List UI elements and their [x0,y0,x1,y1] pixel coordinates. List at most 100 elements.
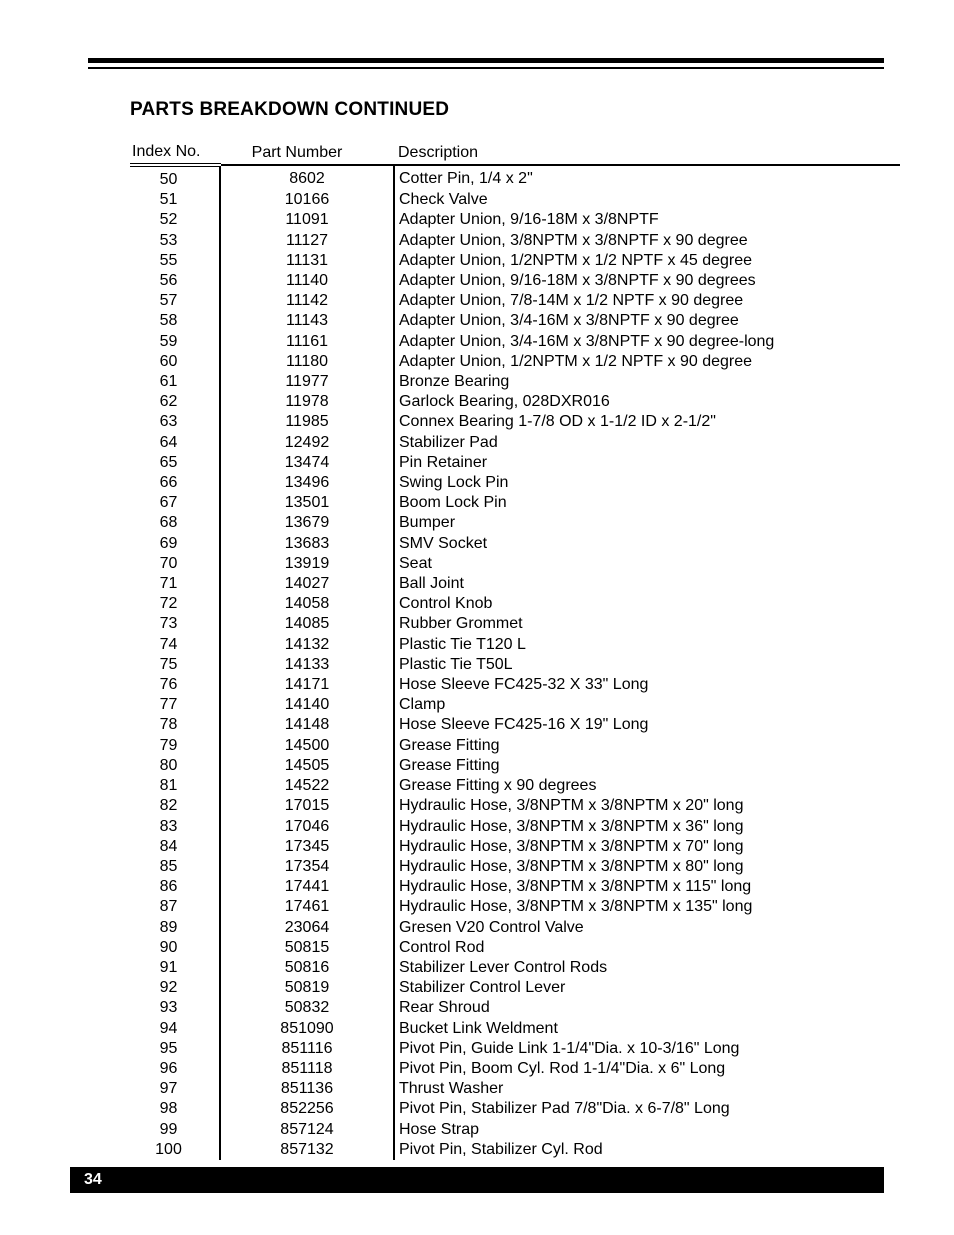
cell-description: Hydraulic Hose, 3/8NPTM x 3/8NPTM x 115"… [394,877,900,897]
cell-index: 60 [130,352,220,372]
cell-description: Swing Lock Pin [394,473,900,493]
table-row: 7114027Ball Joint [130,574,900,594]
table-row: 7714140Clamp [130,695,900,715]
cell-index: 100 [130,1140,220,1160]
cell-index: 73 [130,614,220,634]
cell-description: Pivot Pin, Boom Cyl. Rod 1-1/4"Dia. x 6"… [394,1059,900,1079]
table-row: 97851136Thrust Washer [130,1079,900,1099]
table-row: 5211091Adapter Union, 9/16-18M x 3/8NPTF [130,210,900,230]
table-row: 7914500Grease Fitting [130,736,900,756]
cell-description: Hydraulic Hose, 3/8NPTM x 3/8NPTM x 20" … [394,796,900,816]
cell-description: Gresen V20 Control Valve [394,918,900,938]
cell-description: Pin Retainer [394,453,900,473]
cell-index: 69 [130,534,220,554]
cell-index: 95 [130,1039,220,1059]
cell-part-number: 13679 [220,513,394,533]
cell-index: 86 [130,877,220,897]
cell-part-number: 851090 [220,1019,394,1039]
table-row: 6613496Swing Lock Pin [130,473,900,493]
cell-description: Hose Sleeve FC425-16 X 19" Long [394,715,900,735]
table-row: 5611140Adapter Union, 9/16-18M x 3/8NPTF… [130,271,900,291]
cell-description: Bucket Link Weldment [394,1019,900,1039]
table-row: 9250819Stabilizer Control Lever [130,978,900,998]
cell-part-number: 14058 [220,594,394,614]
cell-index: 97 [130,1079,220,1099]
cell-part-number: 17015 [220,796,394,816]
cell-description: SMV Socket [394,534,900,554]
top-rule-thick [88,58,884,63]
cell-index: 51 [130,190,220,210]
cell-index: 59 [130,332,220,352]
cell-index: 90 [130,938,220,958]
cell-index: 61 [130,372,220,392]
cell-description: Grease Fitting [394,736,900,756]
cell-description: Grease Fitting x 90 degrees [394,776,900,796]
table-row: 8317046Hydraulic Hose, 3/8NPTM x 3/8NPTM… [130,817,900,837]
cell-part-number: 14148 [220,715,394,735]
cell-index: 91 [130,958,220,978]
cell-description: Adapter Union, 3/4-16M x 3/8NPTF x 90 de… [394,311,900,331]
cell-part-number: 13496 [220,473,394,493]
cell-part-number: 11977 [220,372,394,392]
cell-description: Adapter Union, 7/8-14M x 1/2 NPTF x 90 d… [394,291,900,311]
cell-index: 75 [130,655,220,675]
cell-index: 55 [130,251,220,271]
cell-index: 93 [130,998,220,1018]
cell-description: Hose Sleeve FC425-32 X 33" Long [394,675,900,695]
table-row: 7514133Plastic Tie T50L [130,655,900,675]
table-row: 8617441Hydraulic Hose, 3/8NPTM x 3/8NPTM… [130,877,900,897]
cell-index: 89 [130,918,220,938]
cell-index: 67 [130,493,220,513]
table-row: 9050815Control Rod [130,938,900,958]
cell-description: Seat [394,554,900,574]
cell-description: Grease Fitting [394,756,900,776]
cell-part-number: 23064 [220,918,394,938]
table-row: 6111977Bronze Bearing [130,372,900,392]
cell-part-number: 17461 [220,897,394,917]
cell-description: Adapter Union, 3/4-16M x 3/8NPTF x 90 de… [394,332,900,352]
table-row: 96851118Pivot Pin, Boom Cyl. Rod 1-1/4"D… [130,1059,900,1079]
col-header-desc: Description [394,143,900,165]
cell-index: 53 [130,231,220,251]
table-row: 7414132Plastic Tie T120 L [130,635,900,655]
cell-part-number: 857132 [220,1140,394,1160]
cell-description: Pivot Pin, Guide Link 1-1/4"Dia. x 10-3/… [394,1039,900,1059]
cell-description: Control Knob [394,594,900,614]
cell-index: 65 [130,453,220,473]
cell-description: Ball Joint [394,574,900,594]
cell-description: Control Rod [394,938,900,958]
table-row: 5311127Adapter Union, 3/8NPTM x 3/8NPTF … [130,231,900,251]
page-heading: PARTS BREAKDOWN CONTINUED [130,99,884,121]
cell-part-number: 10166 [220,190,394,210]
cell-part-number: 50832 [220,998,394,1018]
cell-part-number: 857124 [220,1120,394,1140]
cell-description: Adapter Union, 1/2NPTM x 1/2 NPTF x 90 d… [394,352,900,372]
col-header-index: Index No. [130,143,220,165]
cell-index: 84 [130,837,220,857]
table-row: 9350832Rear Shroud [130,998,900,1018]
cell-description: Stabilizer Control Lever [394,978,900,998]
cell-part-number: 50816 [220,958,394,978]
cell-part-number: 11161 [220,332,394,352]
cell-index: 50 [130,165,220,190]
cell-part-number: 851118 [220,1059,394,1079]
cell-description: Adapter Union, 3/8NPTM x 3/8NPTF x 90 de… [394,231,900,251]
cell-description: Hydraulic Hose, 3/8NPTM x 3/8NPTM x 80" … [394,857,900,877]
table-row: 8114522Grease Fitting x 90 degrees [130,776,900,796]
table-row: 7214058Control Knob [130,594,900,614]
cell-index: 71 [130,574,220,594]
cell-part-number: 11140 [220,271,394,291]
cell-description: Adapter Union, 1/2NPTM x 1/2 NPTF x 45 d… [394,251,900,271]
cell-description: Hydraulic Hose, 3/8NPTM x 3/8NPTM x 135"… [394,897,900,917]
cell-index: 85 [130,857,220,877]
cell-part-number: 14140 [220,695,394,715]
parts-table-wrap: Index No. Part Number Description 508602… [130,143,900,1160]
cell-description: Hydraulic Hose, 3/8NPTM x 3/8NPTM x 36" … [394,817,900,837]
cell-part-number: 13683 [220,534,394,554]
cell-part-number: 14522 [220,776,394,796]
table-row: 6713501Boom Lock Pin [130,493,900,513]
cell-index: 94 [130,1019,220,1039]
table-row: 100857132Pivot Pin, Stabilizer Cyl. Rod [130,1140,900,1160]
cell-part-number: 851136 [220,1079,394,1099]
cell-part-number: 11131 [220,251,394,271]
